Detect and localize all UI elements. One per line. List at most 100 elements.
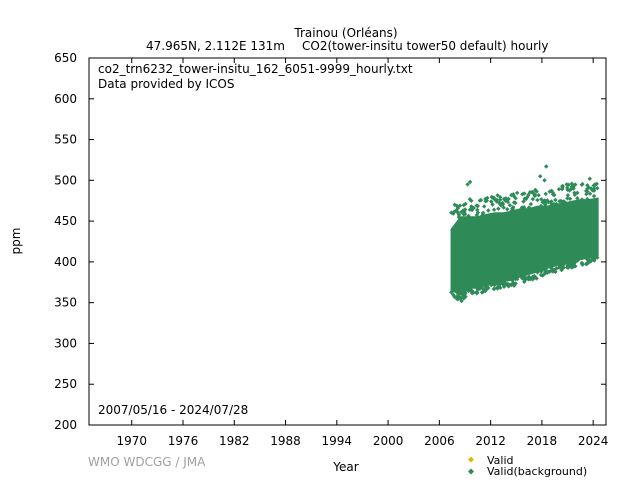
data-point (456, 215, 462, 220)
x-axis-title: Year (332, 460, 358, 474)
data-point (549, 201, 554, 206)
data-point (461, 296, 466, 301)
data-point (535, 197, 540, 203)
data-point (456, 212, 462, 218)
data-point (573, 182, 578, 187)
data-point (569, 261, 575, 266)
background-data-band (450, 197, 599, 296)
provider-label: Data provided by ICOS (98, 77, 234, 91)
data-point (490, 202, 495, 207)
data-point (455, 210, 460, 215)
data-point-outlier (459, 298, 464, 304)
data-point (469, 207, 475, 213)
data-point (484, 287, 489, 292)
data-point (575, 258, 580, 263)
x-tick-label: 1976 (168, 434, 199, 448)
data-point (539, 269, 544, 274)
data-point (579, 182, 584, 187)
data-point (533, 187, 538, 193)
data-point (571, 183, 577, 188)
data-point (461, 202, 466, 208)
data-point (536, 269, 541, 274)
x-tick-label: 1970 (116, 434, 147, 448)
data-point (553, 269, 558, 275)
data-point (515, 190, 520, 196)
data-point (498, 197, 503, 202)
data-point (479, 290, 485, 295)
data-point (595, 186, 600, 191)
data-point (482, 204, 487, 209)
data-point (489, 199, 494, 204)
data-point (575, 190, 580, 195)
data-point (494, 280, 499, 286)
data-point (511, 192, 516, 197)
data-point (595, 255, 600, 260)
data-point (553, 197, 558, 203)
data-point-outlier (544, 164, 549, 169)
data-point-outlier (467, 179, 473, 185)
data-point (543, 204, 548, 209)
data-point (462, 211, 468, 217)
data-point (513, 200, 518, 206)
data-point (475, 210, 481, 215)
chart-title-dataset: CO2(tower-insitu tower50 default) hourly (302, 39, 548, 53)
data-point-outlier (564, 182, 569, 187)
data-point (542, 198, 547, 203)
data-point (522, 191, 527, 196)
chart-title-location: 47.965N, 2.112E 131m (146, 39, 285, 53)
chart-title-station: Trainou (Orléans) (293, 26, 397, 40)
data-point (478, 197, 484, 203)
data-point (505, 199, 511, 205)
data-point (554, 201, 559, 207)
data-point (554, 266, 559, 271)
x-tick-label: 2024 (578, 434, 609, 448)
data-point (483, 196, 488, 202)
data-point (484, 198, 489, 203)
data-point (561, 265, 566, 270)
date-range-label: 2007/05/16 - 2024/07/28 (98, 403, 248, 417)
data-point (461, 208, 466, 213)
data-point (589, 186, 594, 191)
x-tick-label: 2018 (527, 434, 558, 448)
data-point (501, 196, 507, 202)
x-tick-label: 2006 (424, 434, 455, 448)
data-point (571, 264, 577, 269)
data-point (575, 196, 580, 201)
y-axis-title: ppm (9, 228, 23, 255)
data-point (557, 199, 562, 204)
data-point (591, 255, 597, 261)
data-point (557, 264, 562, 269)
data-point (495, 193, 500, 198)
data-point (475, 207, 480, 213)
data-point (549, 266, 554, 271)
data-point (510, 281, 516, 286)
data-point (469, 291, 475, 296)
data-point (467, 207, 473, 212)
data-point (587, 259, 593, 264)
data-point (475, 203, 480, 209)
data-points-background (449, 164, 600, 304)
legend: Valid Valid(background) (468, 454, 587, 478)
data-point (569, 265, 574, 270)
data-point (455, 291, 461, 296)
data-point (572, 190, 577, 195)
data-point (542, 271, 547, 276)
data-point (467, 197, 473, 202)
data-point (536, 193, 541, 198)
data-point (572, 260, 577, 266)
data-point (454, 296, 459, 301)
legend-label-background: Valid(background) (487, 465, 587, 478)
data-point (585, 186, 590, 191)
plot-frame (88, 57, 607, 426)
y-tick-label: 400 (54, 255, 77, 269)
data-point (546, 199, 551, 205)
x-tick-label: 1982 (219, 434, 250, 448)
data-point (462, 207, 468, 212)
data-point (556, 187, 562, 192)
data-point (547, 269, 552, 274)
data-point-outlier (538, 174, 543, 179)
data-point-outlier (587, 176, 592, 181)
data-point (549, 199, 554, 204)
data-point (498, 195, 503, 200)
data-point (527, 276, 533, 282)
